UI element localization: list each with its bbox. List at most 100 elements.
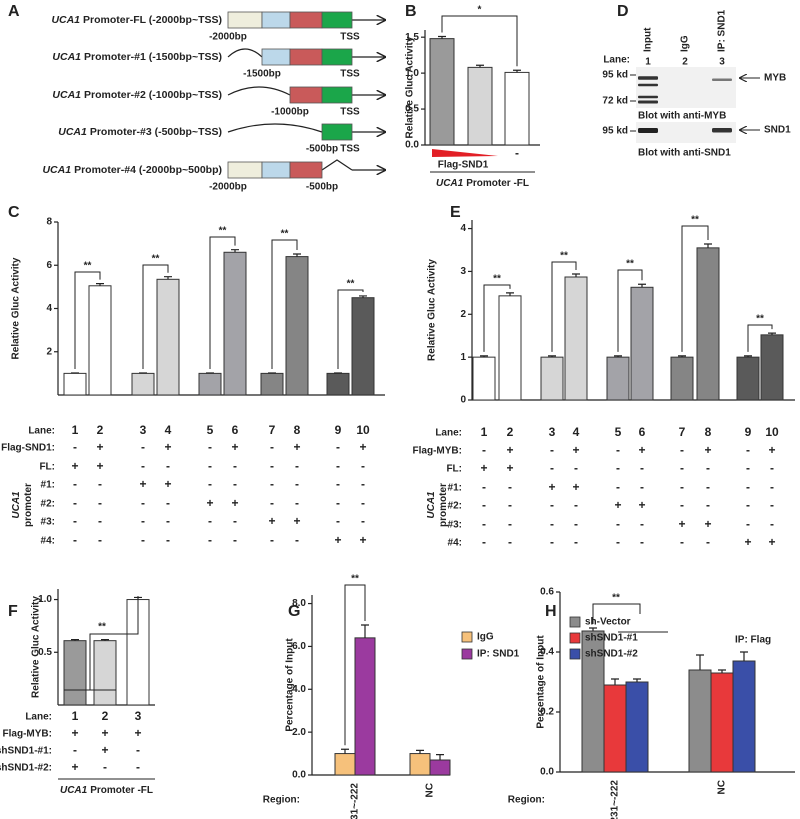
row-cell: 6 <box>639 425 646 439</box>
error-bar <box>740 651 748 661</box>
y-tick-label: 4 <box>46 303 52 314</box>
row-cell: - <box>574 461 578 475</box>
significance-label: ** <box>493 274 501 285</box>
row-cell: - <box>680 461 684 475</box>
row-cell: - <box>233 514 237 528</box>
row-cell: 2 <box>507 425 514 439</box>
row-cell: - <box>336 496 340 510</box>
lane-name: Input <box>643 27 654 52</box>
y-tick-label: 2 <box>46 346 52 357</box>
row-cell: - <box>270 496 274 510</box>
significance-label: ** <box>560 251 568 262</box>
row-cell: - <box>295 459 299 473</box>
row-cell: - <box>98 477 102 491</box>
panel-letter: B <box>405 3 417 20</box>
row-cell: - <box>208 440 212 454</box>
row-cell: - <box>550 517 554 531</box>
significance-label: ** <box>347 279 355 290</box>
y-tick-label: 0 <box>460 395 466 406</box>
x-tick-label: NC <box>717 780 728 794</box>
promoter-segment <box>321 11 353 29</box>
significance-label: ** <box>612 593 620 604</box>
row-cell: + <box>96 440 103 454</box>
blot-membrane <box>636 122 736 143</box>
annotation: IP: Flag <box>735 635 771 646</box>
construct-label: UCA1 Promoter-FL (-2000bp~TSS) <box>51 14 222 26</box>
row-cell: - <box>482 535 486 549</box>
position-label: -1500bp <box>243 69 281 80</box>
construct-label: UCA1 Promoter-#2 (-1000bp~TSS) <box>52 89 222 101</box>
significance-bracket <box>747 324 773 352</box>
row-label: #3: <box>448 520 462 531</box>
row-cell: + <box>71 726 78 740</box>
error-bar <box>293 253 301 257</box>
row-cell: - <box>73 743 77 757</box>
target-label: MYB <box>764 73 786 84</box>
significance-label: ** <box>219 226 227 237</box>
row-cell: - <box>233 459 237 473</box>
deleted-region <box>227 123 323 133</box>
significance-bracket <box>551 261 577 352</box>
row-label: #4: <box>41 536 55 547</box>
gene-name: UCA1 <box>58 126 87 138</box>
y-tick-label: 0.4 <box>540 647 554 658</box>
y-tick-label: 1 <box>460 352 466 363</box>
row-cell: - <box>233 477 237 491</box>
error-bar <box>548 355 556 358</box>
legend-swatch <box>461 631 473 643</box>
row-label: FL: <box>39 462 55 473</box>
bar <box>334 753 356 776</box>
row-cell: - <box>141 514 145 528</box>
bar <box>688 669 712 773</box>
panel-letter: H <box>545 603 557 620</box>
row-cell: - <box>73 477 77 491</box>
label-text: Promoter -FL <box>466 178 529 189</box>
significance-bracket <box>142 264 169 369</box>
x-axis-label: Region: <box>263 795 300 806</box>
row-cell: + <box>134 726 141 740</box>
label-text: Promoter-#4 (-2000bp~500bp) <box>74 164 222 176</box>
row-cell: + <box>359 533 366 547</box>
bar <box>429 759 451 776</box>
row-cell: - <box>136 760 140 774</box>
error-bar <box>96 283 104 286</box>
gene-name: UCA1 <box>60 785 88 796</box>
error-bar <box>718 669 726 673</box>
legend-swatch <box>569 632 581 644</box>
row-cell: 1 <box>72 423 79 437</box>
row-label: #4: <box>448 538 462 549</box>
y-tick-label: 0.0 <box>405 140 419 151</box>
legend-swatch <box>569 648 581 660</box>
label-text: Promoter-FL (-2000bp~TSS) <box>83 14 222 26</box>
row-cell: + <box>71 760 78 774</box>
label-text: promoter <box>23 483 34 527</box>
row-cell: + <box>71 459 78 473</box>
significance-bracket <box>617 269 643 352</box>
row-label: shSND1-#2: <box>0 763 52 774</box>
error-bar <box>361 624 369 638</box>
row-cell: - <box>640 517 644 531</box>
bar <box>710 672 734 773</box>
bar <box>467 66 493 146</box>
row-cell: - <box>680 498 684 512</box>
row-cell: 5 <box>207 423 214 437</box>
row-cell: + <box>268 514 275 528</box>
panel-letter: A <box>8 3 20 20</box>
significance-bracket <box>592 603 668 633</box>
significance-label: ** <box>626 259 634 270</box>
row-cell: - <box>482 480 486 494</box>
row-cell: - <box>616 535 620 549</box>
y-axis-label: Relative Gluc Activity <box>405 36 416 138</box>
gene-name: UCA1 <box>11 491 22 519</box>
row-cell: - <box>361 496 365 510</box>
row-cell: - <box>640 480 644 494</box>
significance-bracket <box>271 239 298 369</box>
row-cell: - <box>141 496 145 510</box>
significance-bracket <box>209 236 236 369</box>
error-bar <box>101 639 109 641</box>
x-axis-label: Region: <box>508 795 545 806</box>
y-tick-label: 0.0 <box>292 770 306 781</box>
y-tick-label: 8.0 <box>292 598 306 609</box>
bar <box>732 660 756 773</box>
y-tick-label: 1.5 <box>405 32 419 43</box>
